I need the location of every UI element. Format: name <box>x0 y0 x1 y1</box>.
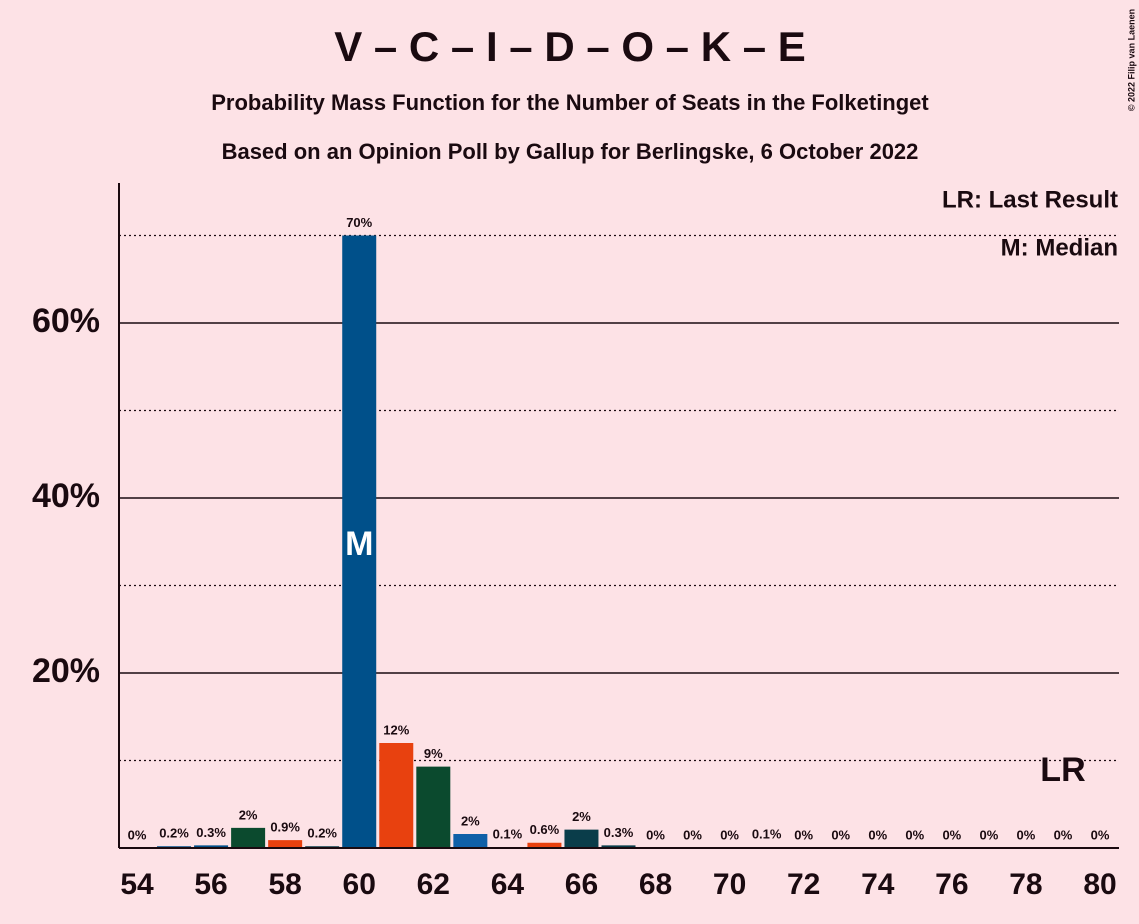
value-label: 0% <box>831 827 850 842</box>
value-label: 0% <box>683 827 702 842</box>
bar <box>527 842 562 848</box>
x-tick-label: 80 <box>1083 868 1116 901</box>
value-label: 0% <box>979 827 998 842</box>
bar <box>601 845 636 848</box>
subtitle: Based on an Opinion Poll by Gallup for B… <box>222 139 919 164</box>
value-label: 0% <box>720 827 739 842</box>
bar <box>268 840 303 848</box>
value-label: 2% <box>239 807 258 822</box>
value-label: 0% <box>905 827 924 842</box>
x-tick-label: 64 <box>491 868 525 901</box>
bar <box>379 743 414 848</box>
x-tick-label: 62 <box>417 868 450 901</box>
value-label: 2% <box>572 809 591 824</box>
copyright: © 2022 Filip van Laenen <box>1126 9 1136 111</box>
value-label: 0.1% <box>752 827 782 842</box>
x-tick-label: 54 <box>120 868 154 901</box>
value-label: 0.3% <box>196 825 226 840</box>
x-tick-label: 72 <box>787 868 820 901</box>
value-label: 0.2% <box>159 826 189 841</box>
value-label: 0.1% <box>493 827 523 842</box>
value-label: 0% <box>646 827 665 842</box>
value-label: 0% <box>1091 827 1110 842</box>
x-tick-label: 78 <box>1009 868 1042 901</box>
value-label: 2% <box>461 813 480 828</box>
x-tick-label: 58 <box>268 868 301 901</box>
value-label: 12% <box>383 722 409 737</box>
bar <box>416 766 451 848</box>
value-label: 0% <box>128 827 147 842</box>
bar <box>231 827 266 848</box>
subtitle: Probability Mass Function for the Number… <box>211 90 929 115</box>
median-marker: M <box>345 525 373 563</box>
y-tick-label: 60% <box>32 302 100 340</box>
value-label: 9% <box>424 746 443 761</box>
bar <box>564 829 599 848</box>
value-label: 0.6% <box>530 822 560 837</box>
bar <box>194 845 229 848</box>
x-tick-label: 66 <box>565 868 598 901</box>
value-label: 0.9% <box>270 820 300 835</box>
x-tick-label: 68 <box>639 868 672 901</box>
x-tick-label: 74 <box>861 868 895 901</box>
value-label: 0.3% <box>604 825 634 840</box>
value-label: 0% <box>868 827 887 842</box>
bar <box>342 235 377 848</box>
value-label: 0% <box>1054 827 1073 842</box>
y-tick-label: 20% <box>32 652 100 690</box>
bar <box>453 834 488 848</box>
y-tick-label: 40% <box>32 477 100 515</box>
x-tick-label: 70 <box>713 868 746 901</box>
value-label: 0% <box>1017 827 1036 842</box>
x-tick-label: 76 <box>935 868 968 901</box>
legend-entry: LR: Last Result <box>942 186 1118 213</box>
value-label: 0% <box>794 827 813 842</box>
value-label: 0.2% <box>307 826 337 841</box>
last-result-marker: LR <box>1040 751 1085 789</box>
value-label: 70% <box>346 215 372 230</box>
legend-entry: M: Median <box>1001 234 1118 261</box>
x-tick-label: 60 <box>343 868 376 901</box>
value-label: 0% <box>942 827 961 842</box>
chart-title: V – C – I – D – O – K – E <box>334 23 806 70</box>
x-tick-label: 56 <box>194 868 227 901</box>
